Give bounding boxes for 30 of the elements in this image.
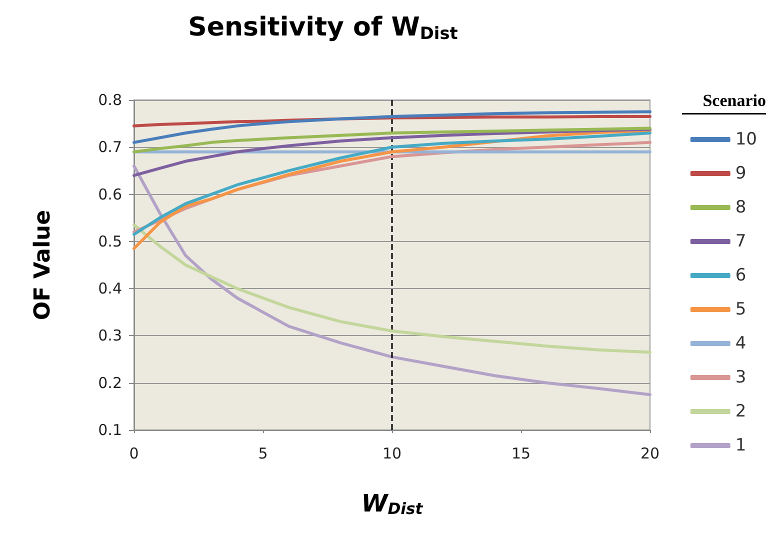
y-tick-label: 0.1 xyxy=(98,421,122,439)
y-axis-title: OF Value xyxy=(30,210,56,320)
x-tick-label: 15 xyxy=(511,444,531,462)
y-tick-label: 0.6 xyxy=(98,185,122,204)
x-tick-label: 10 xyxy=(382,444,402,462)
y-tick-label: 0.7 xyxy=(98,138,122,156)
x-tick-label: 5 xyxy=(258,444,268,462)
y-tick-label: 0.5 xyxy=(98,232,122,250)
x-tick-label: 20 xyxy=(640,444,660,462)
line-series xyxy=(132,223,652,354)
legend-title: Scenario xyxy=(702,91,766,110)
y-tick-label: 0.2 xyxy=(98,374,122,392)
line-series xyxy=(132,164,652,396)
legend-label: 1 xyxy=(735,436,746,456)
y-tick-label: 0.8 xyxy=(98,91,122,109)
y-tick-label: 0.4 xyxy=(98,280,122,298)
legend-label: 9 xyxy=(735,164,746,184)
legend-label: 3 xyxy=(735,368,746,388)
x-tick-label: 0 xyxy=(129,444,139,462)
x-axis-title: WDist xyxy=(361,489,424,518)
y-tick-label: 0.3 xyxy=(98,326,122,345)
legend-label: 8 xyxy=(735,198,746,218)
line-series xyxy=(132,126,652,154)
legend-label: 10 xyxy=(735,130,758,150)
legend-label: 2 xyxy=(735,402,746,422)
line-series xyxy=(132,110,652,144)
legend-label: 7 xyxy=(735,232,746,252)
legend-label: 6 xyxy=(735,266,746,286)
legend-label: 5 xyxy=(735,300,746,320)
legend-label: 4 xyxy=(735,334,746,354)
